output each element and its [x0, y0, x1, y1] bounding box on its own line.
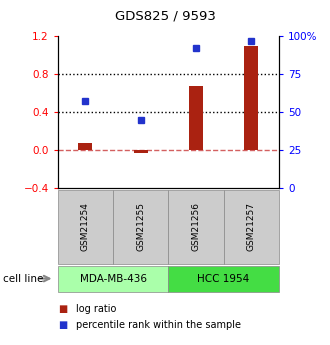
Text: ■: ■ — [58, 304, 67, 314]
Text: GSM21254: GSM21254 — [81, 203, 90, 251]
Text: ■: ■ — [58, 320, 67, 330]
Bar — [244, 46, 258, 150]
Bar — [79, 144, 92, 150]
Text: percentile rank within the sample: percentile rank within the sample — [76, 320, 241, 330]
Text: GSM21257: GSM21257 — [247, 202, 256, 252]
Text: HCC 1954: HCC 1954 — [197, 274, 250, 284]
Text: GSM21256: GSM21256 — [191, 202, 200, 252]
Text: MDA-MB-436: MDA-MB-436 — [80, 274, 147, 284]
Text: GSM21255: GSM21255 — [136, 202, 145, 252]
Bar — [189, 86, 203, 150]
Text: log ratio: log ratio — [76, 304, 116, 314]
Text: GDS825 / 9593: GDS825 / 9593 — [115, 9, 215, 22]
Bar — [134, 150, 148, 153]
Text: cell line: cell line — [3, 274, 44, 284]
